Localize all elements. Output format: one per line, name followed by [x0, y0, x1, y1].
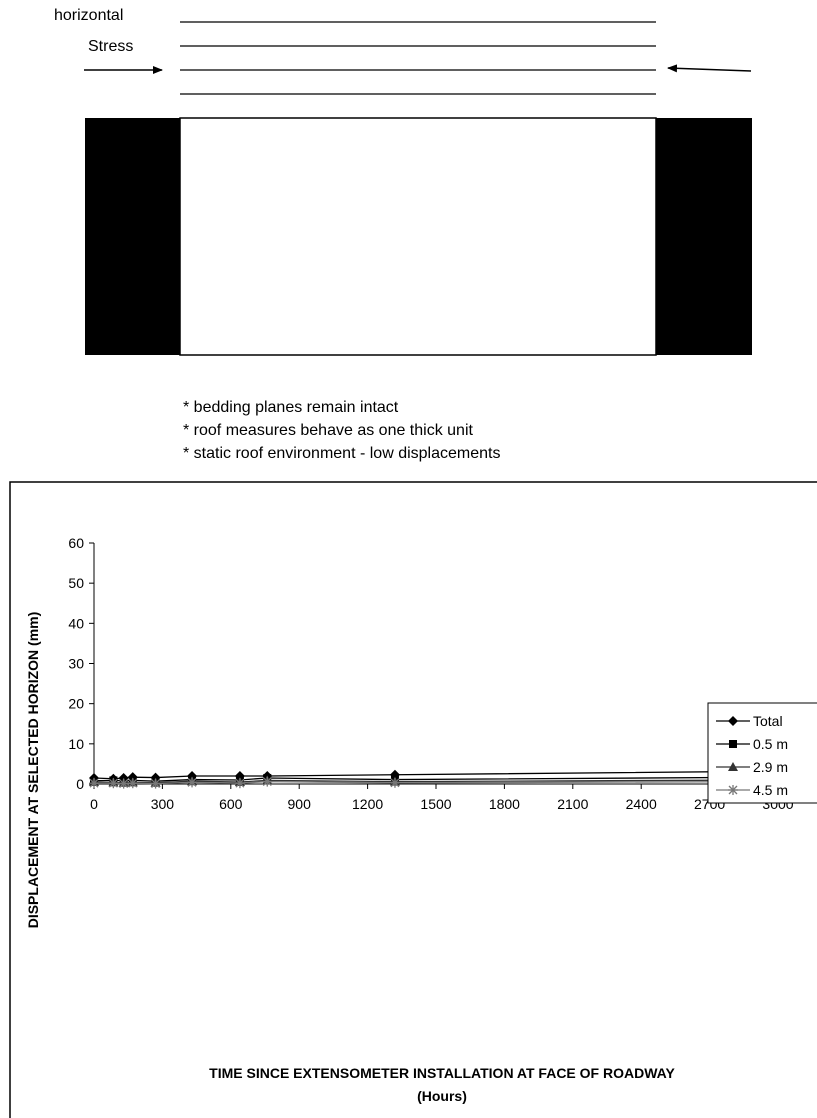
data-point-4-5-m [89, 778, 99, 789]
note-2: * roof measures behave as one thick unit [183, 422, 473, 439]
data-point-4-5-m [108, 778, 119, 789]
note-3: * static roof environment - low displace… [183, 445, 501, 462]
stress-label-horizontal: horizontal [54, 7, 124, 24]
legend-label-2-9-m: 2.9 m [753, 759, 788, 775]
legend-marker-total [728, 716, 738, 726]
y-tick-label: 40 [68, 615, 84, 631]
data-point-4-5-m [262, 776, 273, 787]
data-point-4-5-m [234, 778, 245, 789]
legend-marker-0-5-m [729, 740, 737, 748]
x-axis-label-line1: TIME SINCE EXTENSOMETER INSTALLATION AT … [209, 1065, 675, 1081]
stress-label-stress: Stress [88, 38, 134, 55]
data-point-4-5-m [150, 778, 161, 789]
y-tick-label: 30 [68, 656, 84, 672]
displacement-chart: DISPLACEMENT AT SELECTED HORIZON (mm) TI… [9, 481, 817, 1118]
legend-marker-2-9-m [728, 762, 738, 771]
x-tick-label: 0 [90, 796, 98, 812]
roadway-opening [179, 117, 657, 356]
y-axis-label: DISPLACEMENT AT SELECTED HORIZON (mm) [25, 612, 41, 929]
x-tick-label: 600 [219, 796, 243, 812]
series-line-4-5-m [94, 780, 779, 785]
legend-label-0-5-m: 0.5 m [753, 736, 788, 752]
y-tick-label: 0 [76, 776, 84, 792]
x-tick-label: 1500 [420, 796, 451, 812]
x-tick-label: 2100 [557, 796, 588, 812]
legend-box [707, 702, 817, 804]
series-line-total [93, 770, 779, 780]
y-tick-label: 60 [68, 535, 84, 551]
legend-label-4-5-m: 4.5 m [753, 782, 788, 798]
series-line-0-5-m [93, 776, 779, 782]
data-point-4-5-m [127, 778, 138, 789]
data-point-4-5-m [389, 777, 400, 788]
pillar-left [85, 118, 181, 355]
y-tick-label: 50 [68, 575, 84, 591]
roof-diagram [84, 21, 752, 356]
x-axis-label-line2: (Hours) [417, 1088, 467, 1104]
series-line-2-9-m [93, 779, 779, 784]
pillar-right [656, 118, 752, 355]
x-tick-label: 1200 [352, 796, 383, 812]
legend-label-total: Total [753, 713, 783, 729]
x-tick-label: 300 [151, 796, 175, 812]
x-tick-label: 2400 [626, 796, 657, 812]
x-tick-label: 1800 [489, 796, 520, 812]
y-tick-label: 20 [68, 696, 84, 712]
stress-arrow-right [667, 64, 752, 73]
chart-border [9, 481, 817, 1118]
note-1: * bedding planes remain intact [183, 399, 399, 416]
chart-legend: Total 0.5 m 2.9 m 4.5 m [707, 702, 817, 804]
legend-marker-4-5-m [728, 785, 738, 795]
y-tick-label: 10 [68, 736, 84, 752]
data-point-4-5-m [118, 778, 129, 789]
data-point-4-5-m [187, 777, 198, 788]
x-tick-label: 900 [288, 796, 312, 812]
